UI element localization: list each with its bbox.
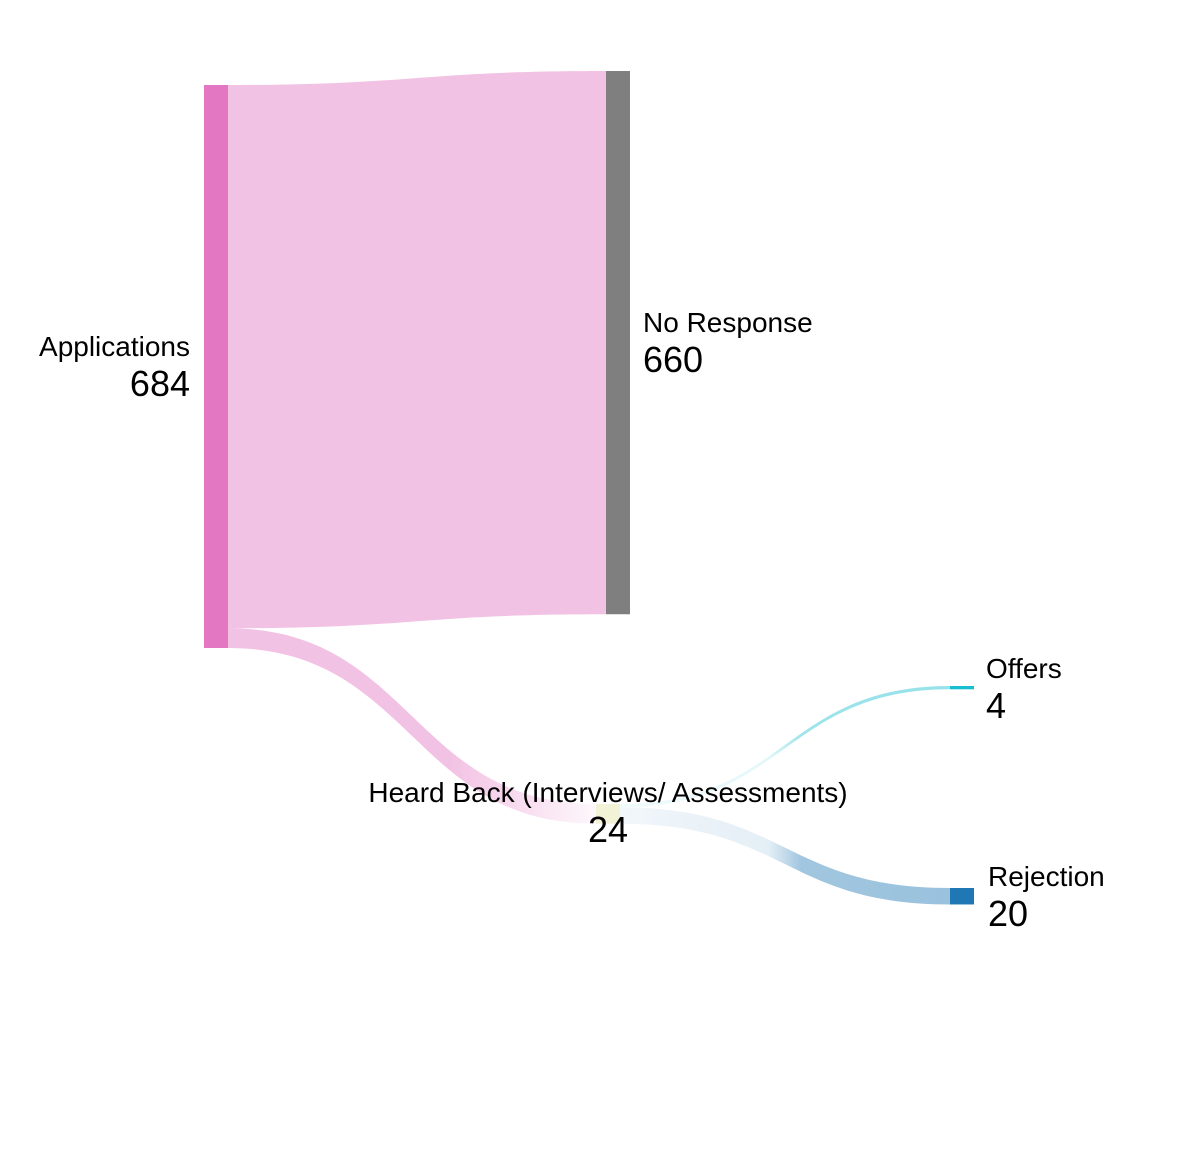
node-label-applications: Applications [39,331,190,362]
node-label-rejection: Rejection [988,861,1105,892]
node-value-applications: 684 [130,363,190,404]
sankey-link-heard_back-to-offers [620,686,950,808]
node-value-heard_back: 24 [588,809,628,850]
node-label-heard_back: Heard Back (Interviews/ Assessments) [368,777,847,808]
links-layer [228,71,950,905]
sankey-node-rejection [950,888,974,905]
sankey-node-applications [204,85,228,648]
node-label-offers: Offers [986,653,1062,684]
node-value-no_response: 660 [643,339,703,380]
sankey-link-applications-to-no_response [228,71,606,629]
nodes-layer [204,71,974,905]
sankey-node-no_response [606,71,630,615]
sankey-node-offers [950,686,974,690]
sankey-node-heard_back [596,804,620,824]
sankey-link-heard_back-to-rejection [620,807,950,905]
node-label-no_response: No Response [643,307,813,338]
node-value-offers: 4 [986,685,1006,726]
node-value-rejection: 20 [988,893,1028,934]
sankey-link-applications-to-heard_back [228,628,596,824]
